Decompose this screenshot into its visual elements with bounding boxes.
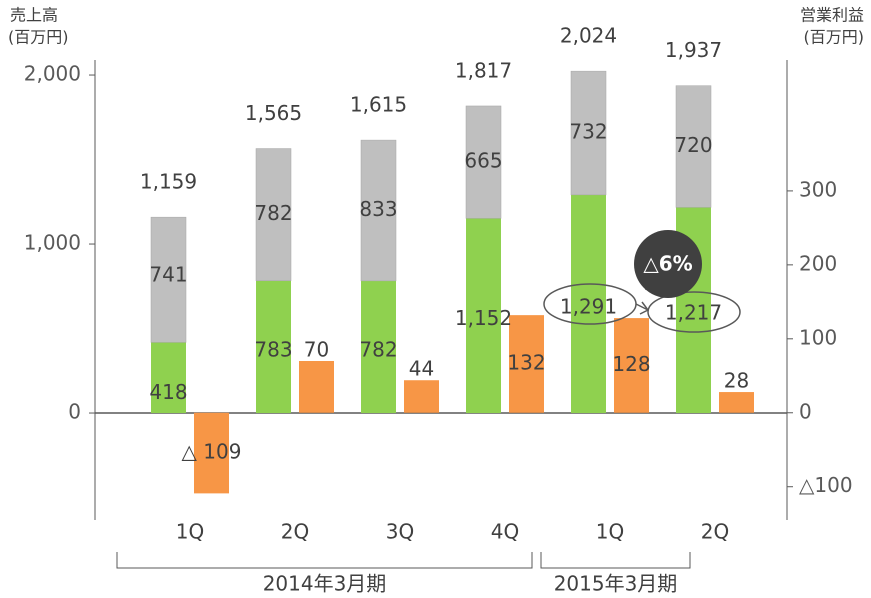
data-label: 70: [304, 337, 329, 361]
arrow: [635, 301, 650, 315]
group-label: 2015年3月期: [554, 572, 678, 596]
data-label: 741: [149, 262, 187, 286]
total-label: 1,817: [455, 58, 512, 82]
bar: [614, 318, 649, 413]
y-tick-label: 2,000: [24, 62, 81, 86]
data-label: 128: [612, 352, 650, 376]
x-tick-label: 4Q: [491, 520, 519, 544]
y2-axis-title: (百万円): [804, 28, 865, 47]
data-label: 1,217: [665, 301, 722, 325]
data-label: 44: [409, 357, 434, 381]
bar: [570, 70, 607, 196]
data-label: 418: [149, 380, 187, 404]
y2-tick-label: 100: [799, 325, 837, 349]
total-label: 1,937: [665, 38, 722, 62]
total-label: 2,024: [560, 24, 617, 48]
data-label: 1,291: [560, 294, 617, 318]
bar: [194, 412, 229, 494]
y-tick-label: 1,000: [24, 231, 81, 255]
bar: [465, 105, 502, 219]
y-tick-label: 0: [68, 400, 81, 424]
data-label: 28: [724, 369, 749, 393]
total-label: 1,565: [245, 101, 302, 125]
data-label: 720: [674, 133, 712, 157]
bar: [571, 194, 606, 414]
x-tick-label: 1Q: [596, 520, 624, 544]
bar: [719, 392, 754, 413]
y2-tick-label: △100: [799, 473, 853, 497]
y2-tick-label: 300: [799, 177, 837, 201]
bar: [299, 360, 334, 413]
bar: [255, 148, 292, 281]
x-tick-label: 3Q: [386, 520, 414, 544]
data-label: 665: [464, 149, 502, 173]
bar: [361, 280, 396, 414]
bar: [509, 315, 544, 413]
x-tick-label: 2Q: [281, 520, 309, 544]
bar: [466, 218, 501, 414]
bar: [360, 139, 397, 282]
data-label: 732: [569, 120, 607, 144]
bar: [404, 380, 439, 413]
data-label: 783: [254, 337, 292, 361]
total-label: 1,615: [350, 93, 407, 117]
data-label: 1,152: [455, 306, 512, 330]
total-label: 1,159: [140, 170, 197, 194]
y2-axis-title: 営業利益: [800, 6, 864, 25]
y-axis-title: (百万円): [8, 28, 69, 47]
group-bracket: [540, 552, 691, 569]
x-tick-label: 1Q: [176, 520, 204, 544]
annotation: △6%: [643, 252, 692, 276]
y2-tick-label: 0: [799, 399, 812, 423]
x-tick-label: 2Q: [701, 520, 729, 544]
bar: [150, 216, 187, 343]
data-label: 833: [359, 197, 397, 221]
bar: [151, 342, 186, 414]
y2-tick-label: 200: [799, 251, 837, 275]
data-label: 782: [359, 337, 397, 361]
data-label: △ 109: [182, 440, 242, 464]
y-axis-title: 売上高: [10, 6, 58, 25]
bar: [256, 280, 291, 414]
data-label: 782: [254, 201, 292, 225]
callout: [634, 230, 702, 298]
group-bracket: [116, 552, 533, 569]
data-label: 132: [507, 350, 545, 374]
bar: [675, 85, 712, 208]
group-label: 2014年3月期: [263, 572, 387, 596]
highlight: [647, 291, 741, 333]
